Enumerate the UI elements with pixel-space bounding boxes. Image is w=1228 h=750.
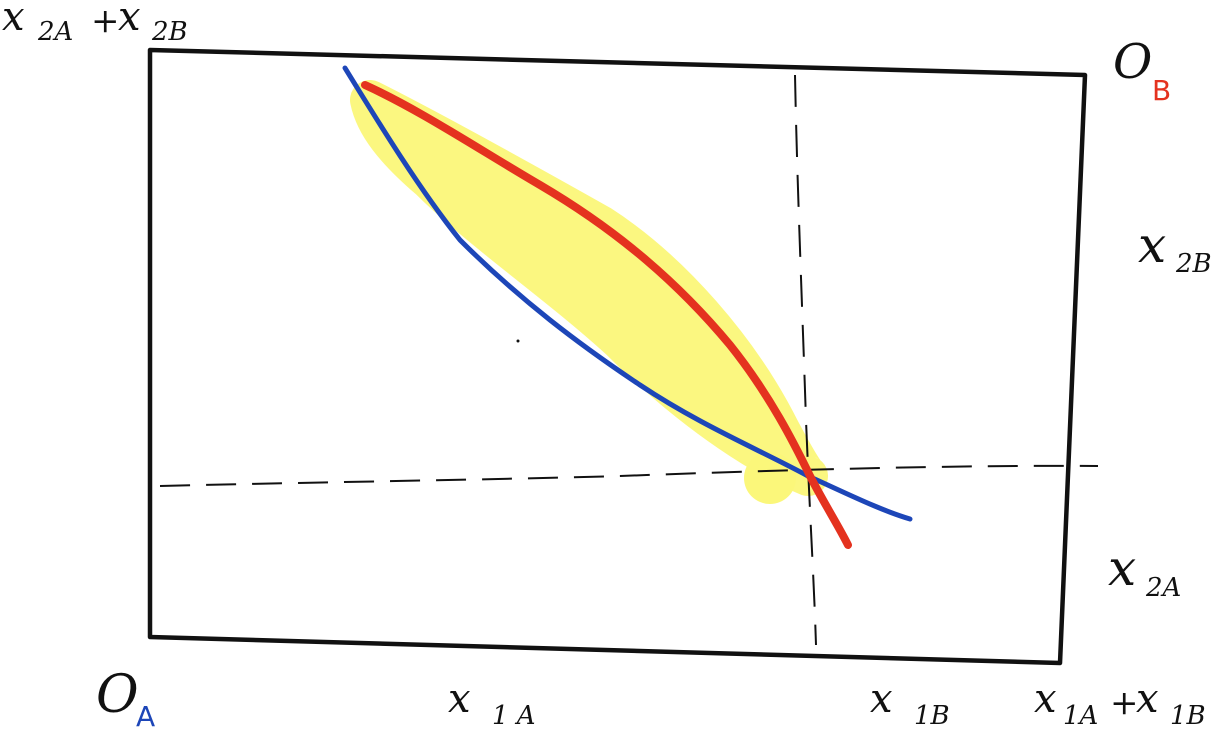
label-bottom-mid: x 1 A <box>448 676 536 731</box>
dashed-guides <box>159 74 1099 646</box>
svg-text:+: + <box>91 1 120 41</box>
svg-text:1B: 1B <box>1170 701 1206 731</box>
svg-text:x: x <box>1138 216 1166 274</box>
svg-text:O: O <box>1113 34 1152 90</box>
horizontal-guide-line <box>159 464 1099 487</box>
svg-text:2B: 2B <box>1175 249 1212 279</box>
svg-text:1A: 1A <box>1063 701 1098 731</box>
blue-indifference-curve <box>342 65 913 522</box>
svg-text:x: x <box>448 676 471 722</box>
svg-text:x: x <box>118 0 141 40</box>
svg-text:x: x <box>2 0 25 40</box>
svg-text:x: x <box>1034 676 1057 722</box>
svg-text:x: x <box>870 676 893 722</box>
svg-text:1 A: 1 A <box>492 701 536 731</box>
svg-text:2A: 2A <box>37 17 73 47</box>
label-origin-b: O B <box>1113 34 1171 107</box>
label-bottom-right: x 1A + x 1B <box>1034 676 1206 731</box>
label-top-left: x 2A + x 2B <box>2 0 188 47</box>
svg-text:2B: 2B <box>151 17 188 47</box>
vertical-guide-line <box>794 74 817 646</box>
svg-text:B: B <box>1152 74 1171 107</box>
stray-dot <box>516 339 520 343</box>
svg-text:x: x <box>1108 539 1136 597</box>
svg-text:2A: 2A <box>1145 573 1181 603</box>
red-indifference-curve <box>361 81 852 549</box>
svg-text:x: x <box>1136 676 1159 722</box>
svg-text:A: A <box>136 700 155 733</box>
label-right-upper: x 2B <box>1138 216 1212 279</box>
svg-text:1B: 1B <box>914 701 950 731</box>
svg-text:+: + <box>1110 683 1139 723</box>
svg-text:O: O <box>96 665 139 725</box>
label-bottom-b: x 1B <box>870 676 950 731</box>
edgeworth-box-frame <box>147 47 1088 666</box>
label-origin-a: O A <box>96 665 155 733</box>
label-right-lower: x 2A <box>1108 539 1181 603</box>
